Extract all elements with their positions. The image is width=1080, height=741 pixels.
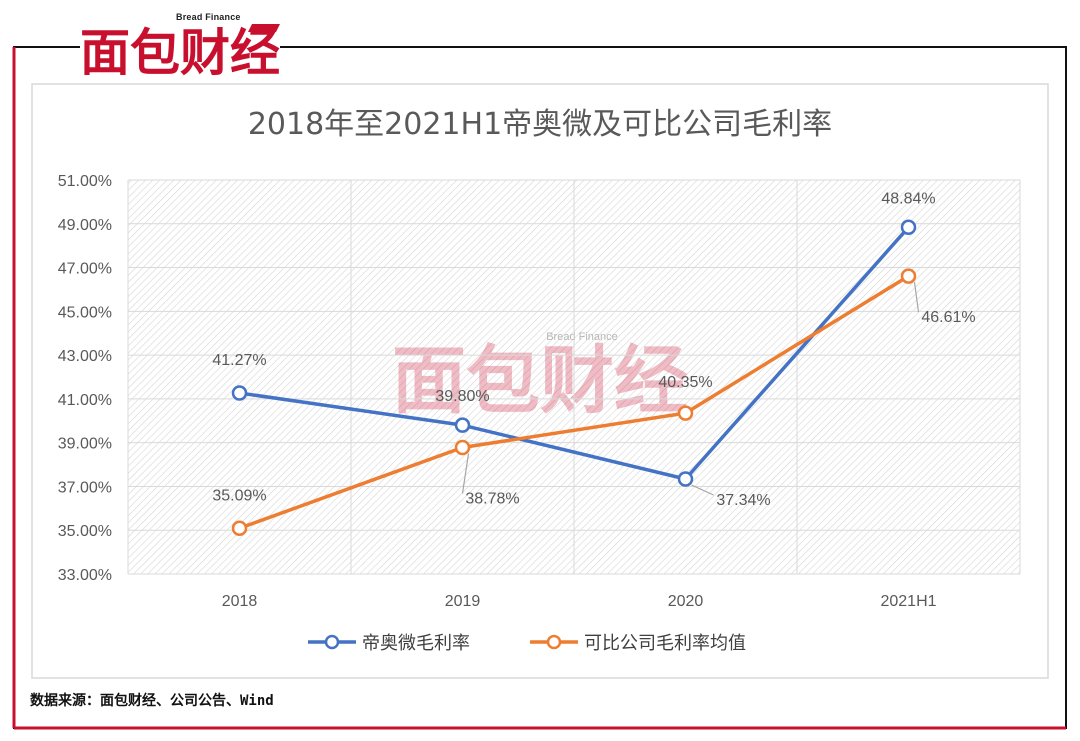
logo-text: 面包财经 [80, 24, 280, 78]
x-tick-label: 2018 [222, 593, 258, 610]
x-tick-label: 2019 [445, 593, 481, 610]
y-tick-label: 45.00% [58, 304, 112, 321]
y-tick-label: 33.00% [58, 567, 112, 584]
legend-marker [546, 634, 562, 650]
series-line-1 [238, 274, 910, 530]
x-tick-label: 2020 [668, 593, 704, 610]
data-point [231, 520, 248, 537]
chart-title: 2018年至2021H1帝奥微及可比公司毛利率 [248, 107, 832, 142]
label-leader-line [913, 282, 920, 313]
watermark-subtitle: Bread Finance [546, 331, 618, 343]
data-label: 39.80% [435, 388, 489, 405]
data-label: 37.34% [716, 492, 770, 509]
data-label: 35.09% [212, 487, 266, 504]
brand-logo: 面包财经 [80, 22, 280, 78]
source-note: 数据来源：面包财经、公司公告、Wind [30, 693, 274, 709]
data-point [677, 471, 694, 487]
y-tick-label: 49.00% [58, 217, 112, 234]
y-tick-label: 39.00% [58, 436, 112, 453]
y-tick-label: 35.00% [58, 523, 112, 540]
data-label: 40.35% [658, 374, 712, 391]
legend-label: 帝奥微毛利率 [362, 633, 470, 654]
x-tick-label: 2021H1 [880, 593, 936, 610]
series-line-0 [239, 226, 910, 481]
label-leader-line [461, 453, 470, 494]
label-leader-line [691, 484, 714, 496]
logo-subtitle: Bread Finance [176, 12, 241, 22]
y-tick-label: 51.00% [58, 173, 112, 190]
y-tick-label: 37.00% [58, 479, 112, 496]
legend-marker [324, 634, 340, 650]
y-tick-label: 47.00% [58, 261, 112, 278]
data-label: 46.61% [921, 309, 975, 326]
data-point [454, 439, 471, 456]
y-tick-label: 43.00% [58, 348, 112, 365]
watermark-text: 面包财经 [392, 338, 688, 424]
data-label: 48.84% [881, 190, 935, 207]
data-point [677, 405, 694, 421]
legend-label: 可比公司毛利率均值 [584, 633, 746, 654]
data-label: 38.78% [465, 490, 519, 507]
data-label: 41.27% [212, 352, 266, 369]
y-tick-label: 41.00% [58, 392, 112, 409]
data-point [900, 268, 917, 284]
data-point [900, 219, 917, 236]
data-point [231, 385, 248, 401]
data-point [454, 417, 471, 433]
legend: 帝奥微毛利率 可比公司毛利率均值 [308, 633, 746, 654]
